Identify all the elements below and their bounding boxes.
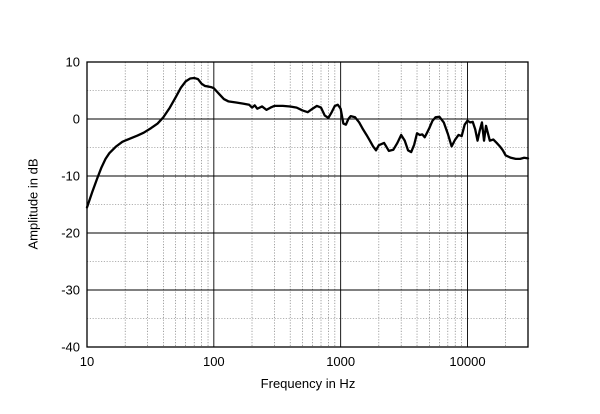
series-layer xyxy=(85,76,530,209)
y-tick-label: -40 xyxy=(61,340,80,355)
x-tick-label: 1000 xyxy=(326,354,355,369)
x-tick-label: 10000 xyxy=(449,354,485,369)
x-tick-label: 10 xyxy=(80,354,94,369)
grid-minor-lines xyxy=(87,62,529,347)
x-tick-label: 100 xyxy=(203,354,225,369)
series-line xyxy=(85,76,530,209)
y-axis-title: Amplitude in dB xyxy=(25,158,41,250)
y-tick-label: 0 xyxy=(73,112,80,127)
y-tick-label: 10 xyxy=(66,55,80,70)
y-tick-label: -20 xyxy=(61,226,80,241)
x-tick-labels: 10 100 1000 10000 xyxy=(80,354,486,369)
y-tick-label: -10 xyxy=(61,169,80,184)
y-tick-label: -30 xyxy=(61,283,80,298)
x-axis-title: Frequency in Hz xyxy=(260,376,356,391)
y-tick-labels: 10 0 -10 -20 -30 -40 xyxy=(61,55,80,355)
